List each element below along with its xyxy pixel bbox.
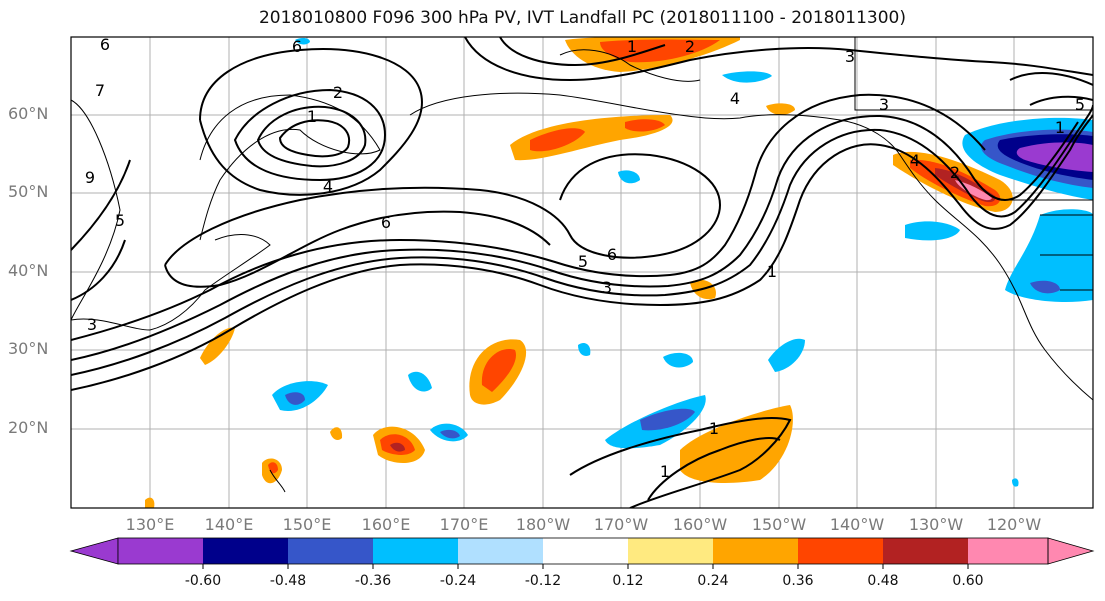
contour-label: 5 — [1075, 95, 1085, 114]
colorbar-tick-label: -0.48 — [269, 573, 307, 589]
contour-label: 7 — [95, 81, 105, 100]
colorbar-tick-label: -0.24 — [439, 573, 477, 589]
lat-label: 60°N — [8, 104, 49, 123]
contour-label: 3 — [879, 95, 889, 114]
lon-label: 150°W — [751, 515, 807, 534]
lon-label: 130°W — [908, 515, 964, 534]
contour-label: 4 — [730, 89, 740, 108]
colorbar-tick-label: 0.24 — [697, 573, 729, 589]
colorbar-swatch — [713, 538, 798, 564]
lon-label: 130°E — [125, 515, 175, 534]
contour-label: 3 — [845, 47, 855, 66]
lon-label: 180°W — [515, 515, 571, 534]
contour-label: 4 — [323, 177, 333, 196]
lon-label: 120°W — [986, 515, 1042, 534]
contour-label: 6 — [607, 245, 617, 264]
colorbar-min-arrow — [69, 537, 119, 565]
map-title: 2018010800 F096 300 hPa PV, IVT Landfall… — [258, 8, 906, 28]
colorbar-swatch — [288, 538, 373, 564]
lat-label: 50°N — [8, 182, 49, 201]
contour-label: 2 — [950, 163, 960, 182]
pv-contours — [71, 37, 1093, 508]
colorbar-swatch — [373, 538, 458, 564]
colorbar-swatch — [883, 538, 968, 564]
contour-label: 6 — [381, 213, 391, 232]
coastlines — [71, 37, 1093, 493]
colorbar-tick-label: 0.48 — [867, 573, 899, 589]
colorbar-tick-label: 0.36 — [782, 573, 814, 589]
colorbar-tick-label: -0.36 — [354, 573, 392, 589]
contour-label: 2 — [685, 37, 695, 56]
contour-label: 4 — [910, 151, 920, 170]
contour-label: 1 — [307, 107, 317, 126]
colorbar-swatch — [118, 538, 203, 564]
colorbar-tick-label: 0.60 — [952, 573, 984, 589]
lon-label: 160°W — [672, 515, 728, 534]
lat-label: 40°N — [8, 261, 49, 280]
contour-labels: 6 6 7 2 1 2 4 5 6 5 6 3 1 3 3 4 1 1 1 5 … — [85, 35, 1085, 481]
contour-label: 5 — [115, 211, 125, 230]
contour-label: 9 — [85, 168, 95, 187]
contour-label: 1 — [709, 419, 719, 438]
colorbar-swatch — [458, 538, 543, 564]
lon-label: 170°W — [593, 515, 649, 534]
lon-label: 150°E — [282, 515, 332, 534]
colorbar-swatch — [628, 538, 713, 564]
lon-label: 170°E — [439, 515, 489, 534]
lat-label: 20°N — [8, 418, 49, 437]
contour-label: 1 — [1055, 118, 1065, 137]
colorbar-swatch — [543, 538, 628, 564]
contour-label: 2 — [333, 83, 343, 102]
lon-label: 140°E — [204, 515, 254, 534]
colorbar-tick-label: 0.12 — [612, 573, 644, 589]
contour-label: 5 — [578, 252, 588, 271]
colorbar-swatch — [203, 538, 288, 564]
ivt-shading — [145, 37, 1093, 508]
contour-label: 1 — [660, 462, 670, 481]
contour-label: 6 — [292, 37, 302, 56]
lat-label: 30°N — [8, 339, 49, 358]
colorbar — [69, 537, 1095, 569]
lon-label: 140°W — [829, 515, 885, 534]
contour-label: 1 — [767, 262, 777, 281]
map-frame — [70, 36, 1094, 509]
colorbar-frame — [117, 537, 1049, 565]
contour-label: 3 — [87, 315, 97, 334]
colorbar-swatch — [968, 538, 1048, 564]
colorbar-max-arrow — [1047, 537, 1095, 565]
lon-label: 160°E — [361, 515, 411, 534]
colorbar-tick-label: -0.60 — [184, 573, 222, 589]
contour-label: 3 — [602, 278, 612, 297]
colorbar-swatch — [798, 538, 883, 564]
colorbar-tick-label: -0.12 — [524, 573, 562, 589]
contour-label: 6 — [100, 35, 110, 54]
contour-label: 1 — [627, 37, 637, 56]
